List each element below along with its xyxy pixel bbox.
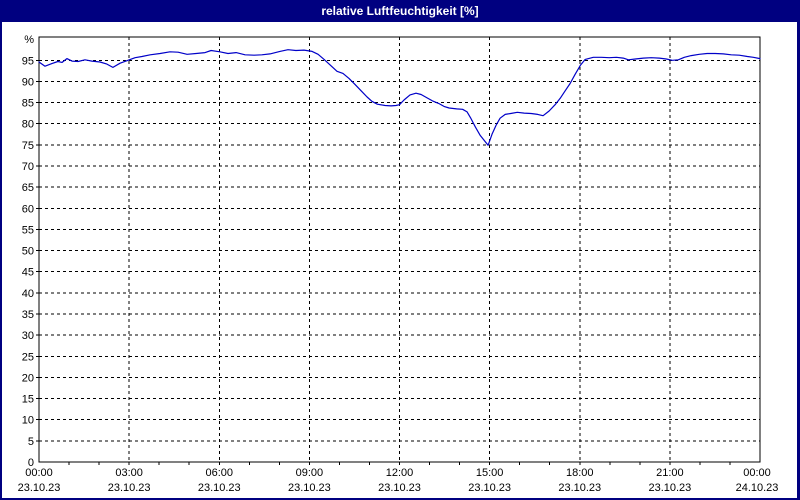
- y-axis-label: 75: [22, 140, 34, 152]
- y-axis-label: 25: [22, 351, 34, 363]
- x-axis-date-label: 23.10.23: [18, 482, 61, 494]
- humidity-chart: 95908580757065605550454035302520151050%0…: [18, 34, 779, 494]
- x-axis-time-label: 00:00: [743, 467, 771, 479]
- y-axis-label: 40: [22, 288, 34, 300]
- x-axis-date-label: 23.10.23: [288, 482, 331, 494]
- y-axis-label: 90: [22, 76, 34, 88]
- y-axis-label: 85: [22, 98, 34, 110]
- y-axis-label: 20: [22, 372, 34, 384]
- x-axis-date-label: 23.10.23: [198, 482, 241, 494]
- title-bar: relative Luftfeuchtigkeit [%]: [0, 0, 800, 22]
- y-axis-label: 35: [22, 309, 34, 321]
- y-axis-label: 70: [22, 161, 34, 173]
- x-axis-date-label: 24.10.23: [736, 482, 779, 494]
- x-axis-date-label: 23.10.23: [468, 482, 511, 494]
- chart-area: 95 90 85 80 75 70 65 60 55 50 45 40 35 30 25 20 15 10 5 0% 0…: [2, 22, 797, 498]
- x-axis-time-label: 09:00: [296, 467, 324, 479]
- humidity-series-line: [38, 49, 761, 146]
- x-axis-date-label: 23.10.23: [558, 482, 601, 494]
- y-axis-label: 30: [22, 330, 34, 342]
- y-axis-label: 45: [22, 267, 34, 279]
- x-axis-time-label: 03:00: [115, 467, 143, 479]
- y-axis-label: 0: [28, 457, 34, 469]
- y-axis-unit-label: %: [24, 34, 34, 46]
- x-axis-time-label: 15:00: [476, 467, 504, 479]
- x-axis-time-label: 18:00: [566, 467, 594, 479]
- x-axis-date-label: 23.10.23: [378, 482, 421, 494]
- y-axis-label: 55: [22, 224, 34, 236]
- chart-title: relative Luftfeuchtigkeit [%]: [321, 4, 479, 18]
- x-axis-time-label: 21:00: [656, 467, 684, 479]
- y-axis-label: 60: [22, 203, 34, 215]
- y-axis-label: 95: [22, 55, 34, 67]
- y-axis-label: 10: [22, 415, 34, 427]
- x-axis-time-label: 00:00: [25, 467, 53, 479]
- y-axis-label: 5: [28, 436, 34, 448]
- y-axis-label: 80: [22, 119, 34, 131]
- x-axis-date-label: 23.10.23: [648, 482, 691, 494]
- x-axis-time-label: 12:00: [386, 467, 414, 479]
- y-axis-label: 65: [22, 182, 34, 194]
- x-axis-date-label: 23.10.23: [108, 482, 151, 494]
- x-axis-time-label: 06:00: [205, 467, 233, 479]
- y-axis-label: 50: [22, 246, 34, 258]
- y-axis-label: 15: [22, 394, 34, 406]
